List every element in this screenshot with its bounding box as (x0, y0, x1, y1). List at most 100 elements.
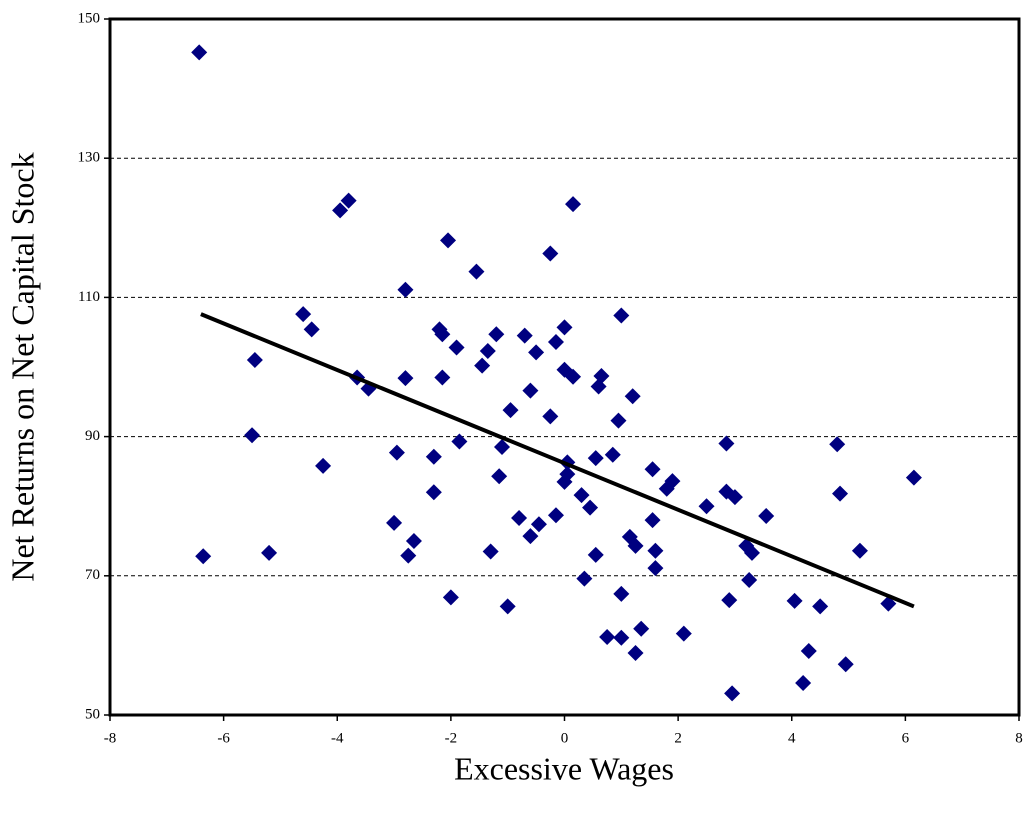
x-tick-label: -8 (104, 730, 117, 746)
point (721, 592, 738, 609)
x-tick-label: 6 (902, 730, 910, 746)
plot-frame (108, 17, 1021, 717)
point (743, 544, 760, 561)
point (528, 344, 545, 361)
point (613, 585, 630, 602)
point (246, 352, 263, 369)
point (565, 196, 582, 213)
y-tick-label: 150 (78, 10, 101, 26)
point (905, 469, 922, 486)
point (295, 306, 312, 323)
point (647, 560, 664, 577)
point (397, 370, 414, 387)
point (837, 656, 854, 673)
x-tick-label: 0 (561, 730, 569, 746)
point (556, 319, 573, 336)
point (491, 468, 508, 485)
point (488, 326, 505, 343)
point (573, 487, 590, 504)
point (812, 598, 829, 615)
point (494, 439, 511, 456)
point (633, 620, 650, 637)
point (388, 444, 405, 461)
point (482, 543, 499, 560)
point (434, 326, 451, 343)
point (795, 674, 812, 691)
point (195, 548, 212, 565)
y-axis-title: Net Returns on Net Capital Stock (4, 152, 40, 581)
point (530, 516, 547, 533)
point (479, 342, 496, 359)
y-tick-label: 130 (78, 150, 101, 166)
point (468, 263, 485, 280)
point (599, 629, 616, 646)
point (800, 642, 817, 659)
point (664, 473, 681, 490)
point (565, 368, 582, 385)
point (613, 307, 630, 324)
point (851, 542, 868, 559)
point (400, 547, 417, 564)
trend-line (200, 312, 915, 609)
point (644, 461, 661, 478)
point (582, 499, 599, 516)
point (425, 484, 442, 501)
y-tick-label: 90 (85, 428, 100, 444)
y-tick-label: 70 (85, 567, 100, 583)
point (587, 546, 604, 563)
point (644, 512, 661, 529)
point (340, 192, 357, 209)
point (832, 485, 849, 502)
point (724, 685, 741, 702)
x-tick-label: 4 (788, 730, 796, 746)
point (593, 368, 610, 385)
point (451, 433, 468, 450)
point (522, 528, 539, 545)
x-tick-label: -6 (217, 730, 230, 746)
point (829, 436, 846, 453)
point (516, 327, 533, 344)
point (627, 645, 644, 662)
point (786, 592, 803, 609)
point (559, 466, 576, 483)
point (499, 598, 516, 615)
point (547, 507, 564, 524)
y-tick-label: 110 (78, 289, 100, 305)
point (576, 570, 593, 587)
point (405, 533, 422, 549)
point (741, 571, 758, 588)
point (627, 537, 644, 554)
point (244, 427, 261, 444)
point (442, 589, 459, 606)
point (587, 450, 604, 467)
point (542, 245, 559, 262)
point (440, 232, 457, 249)
point (610, 412, 627, 429)
point (448, 339, 465, 356)
point (511, 510, 528, 527)
point (474, 357, 491, 374)
point (315, 457, 332, 474)
point (604, 446, 621, 463)
point (332, 202, 349, 219)
point (718, 435, 735, 452)
point (542, 408, 559, 425)
point (647, 542, 664, 559)
point (397, 281, 414, 298)
x-tick-label: -4 (331, 730, 344, 746)
point (303, 321, 320, 338)
x-tick-label: 2 (674, 730, 682, 746)
x-tick-label: -2 (445, 730, 458, 746)
point (261, 544, 278, 561)
point (547, 333, 564, 350)
point (191, 44, 208, 61)
x-axis-title: Excessive Wages (454, 750, 674, 786)
point (675, 625, 692, 642)
point (613, 629, 630, 646)
point (758, 507, 775, 524)
point (502, 402, 519, 419)
y-tick-label: 50 (85, 706, 100, 722)
point (698, 498, 715, 515)
point (386, 514, 403, 531)
